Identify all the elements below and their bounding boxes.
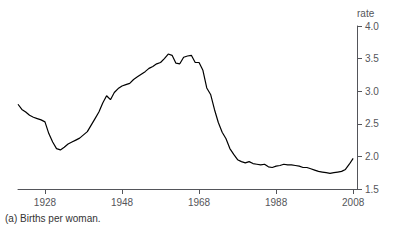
svg-text:1928: 1928 — [34, 197, 57, 208]
svg-text:4.0: 4.0 — [365, 21, 379, 32]
svg-text:1948: 1948 — [111, 197, 134, 208]
svg-text:2008: 2008 — [342, 197, 365, 208]
svg-text:rate: rate — [357, 8, 375, 19]
svg-text:1988: 1988 — [265, 197, 288, 208]
svg-text:2.0: 2.0 — [365, 151, 379, 162]
svg-text:(a) Births per woman.: (a) Births per woman. — [5, 213, 101, 224]
svg-text:1968: 1968 — [188, 197, 211, 208]
svg-text:3.5: 3.5 — [365, 53, 379, 64]
svg-text:3.0: 3.0 — [365, 86, 379, 97]
svg-text:2.5: 2.5 — [365, 118, 379, 129]
svg-text:1.5: 1.5 — [365, 184, 379, 195]
